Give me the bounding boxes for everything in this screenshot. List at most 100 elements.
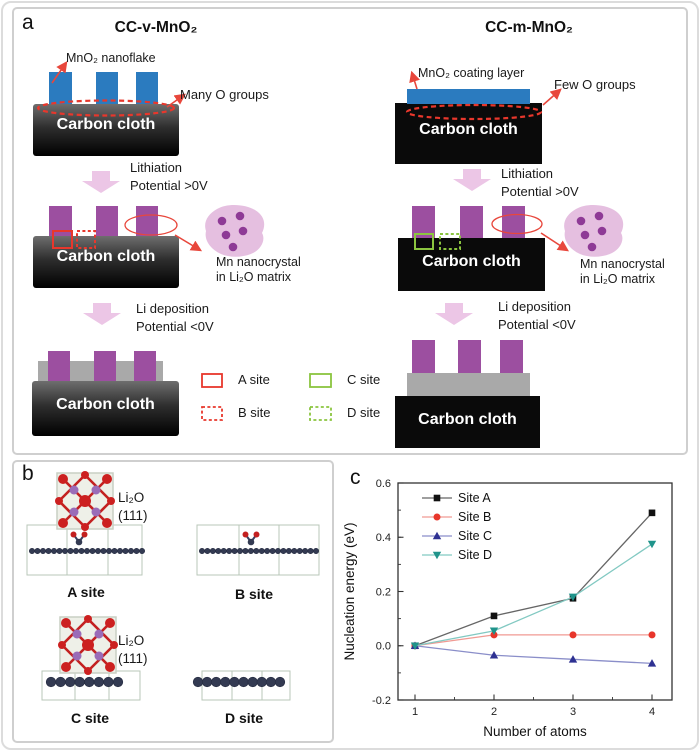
mn-pillar-shape [48,351,70,381]
li2o-label-a-1: Li₂O [118,490,145,505]
series-site-d [410,540,657,650]
b-site-legend-label: B site [238,405,271,420]
down-arrow [453,169,491,191]
zoom-ellipse [124,214,178,236]
legend-label: Site B [458,510,491,524]
down-arrow [82,171,120,193]
d-site-caption: D site [224,710,264,726]
few-o-groups-label: Few O groups [554,77,636,92]
legend-label: Site C [458,529,492,543]
a-site-legend-label: A site [238,372,270,387]
graphene-chain [199,548,319,555]
li2o-label-c-1: Li₂O [118,633,145,648]
carbon-cloth-label: Carbon cloth [56,396,155,413]
label-arrow [166,93,186,108]
li2o-label-c-2: (111) [118,651,148,666]
potential-deposition-right: Potential <0V [498,317,576,332]
lithiation-label-left: Lithiation [130,160,183,175]
panel-a-graphics [32,61,624,448]
x-tick-label: 4 [649,706,655,718]
cc-m-stage3-deposition [395,303,540,448]
panel-b-label: b [22,462,34,485]
label-arrow [540,232,570,252]
c-site-legend-label: C site [347,372,381,387]
cc-m-stage1-pristine [395,70,562,164]
mn-pillar-shape [49,206,72,236]
cc-m-stage2-lithiation [398,169,624,291]
b-site-swatch [201,406,223,421]
cc-v-stage3-deposition [32,303,179,436]
cc-m-title: CC-m-MnO₂ [485,19,573,36]
legend-label: Site A [458,491,491,505]
o-groups-ellipse [405,103,543,121]
a-site-structure [26,469,146,576]
y-tick-label: -0.2 [372,695,391,707]
carbon-cloth-block [398,238,545,291]
panel-c-chart: c -0.2 0.0 0.2 0.4 0.6 1 2 3 4 Site A Site B Site C… [336,460,690,750]
nanocrystal-label-right-1: Mn nanocrystal [580,257,665,271]
chart-mount: -0.2 0.0 0.2 0.4 0.6 1 2 3 4 Site A Site B Site C Si… [336,460,690,755]
series-site-a [411,509,656,650]
cc-v-stage2-lithiation [33,171,265,288]
o-groups-ellipse [36,99,176,117]
x-tick-label: 1 [412,706,418,718]
carbon-cloth-label: Carbon cloth [56,116,156,133]
nanocrystal-blob [205,204,265,257]
mn-pillar-shape [500,340,523,373]
label-arrow [409,70,420,90]
b-site-structure [196,524,320,576]
d-site-legend-label: D site [347,405,381,420]
lithiation-label-right: Lithiation [501,166,554,181]
mno2-nanoflake-label: MnO₂ nanoflake [66,51,156,65]
d-site-marker [439,233,461,250]
mn-pillar-shape [136,206,158,236]
li2o-label-a-2: (111) [118,508,148,523]
panel-b-graphics [26,469,320,701]
down-arrow [435,303,473,325]
nanocrystal-label-left-1: Mn nanocrystal [216,255,301,269]
mno2-nanoflake-shape [96,72,118,104]
mno2-nanoflake-shape [49,72,72,104]
carbon-cloth-label: Carbon cloth [422,253,521,270]
carbon-cloth-block [395,396,540,448]
mn-pillar-shape [412,206,435,239]
d-site-swatch [309,406,332,421]
chart-legend: Site A Site B Site C Site D [422,491,492,562]
d-site-structure [192,670,291,701]
li-layer-slab [407,373,530,396]
potential-label-left: Potential >0V [130,178,208,193]
potential-deposition-left: Potential <0V [136,319,214,334]
nanocrystal-blob [564,204,624,257]
label-arrow [174,234,203,252]
o-functional-group [69,530,89,547]
graphite-chain [45,676,124,688]
nanocrystal-label-left-2: in Li₂O matrix [216,270,292,284]
c-site-caption: C site [70,710,110,726]
carbon-cloth-label: Carbon cloth [418,411,517,428]
carbon-cloth-block [33,104,179,156]
panel-a-schematic: a CC-v-MnO₂ CC-m-MnO₂ MnO₂ nanoflake Man… [12,7,688,455]
mn-pillar-shape [94,351,116,381]
site-legend-swatches [201,373,332,421]
o-functional-group [241,530,261,547]
potential-label-right: Potential >0V [501,184,579,199]
carbon-cloth-block [32,381,179,436]
down-arrow [83,303,121,325]
panel-a-label: a [22,11,34,34]
c-site-swatch [309,373,332,388]
y-tick-label: 0.0 [376,641,391,653]
mn-pillar-shape [134,351,156,381]
c-site-structure [41,613,141,701]
y-axis-title: Nucleation energy (eV) [342,522,357,660]
panel-c-label: c [350,466,361,489]
mn-pillar-shape [412,340,435,373]
panel-b-dft-structures: b Li₂O (111) Li₂O (111) A site B site C … [12,460,334,743]
graphite-chain [192,676,286,688]
y-tick-label: 0.2 [376,586,391,598]
b-site-caption: B site [234,586,274,602]
series-site-b [411,631,656,650]
a-site-caption: A site [67,584,105,600]
c-site-marker [414,233,434,250]
cc-v-stage1-pristine [33,61,186,156]
